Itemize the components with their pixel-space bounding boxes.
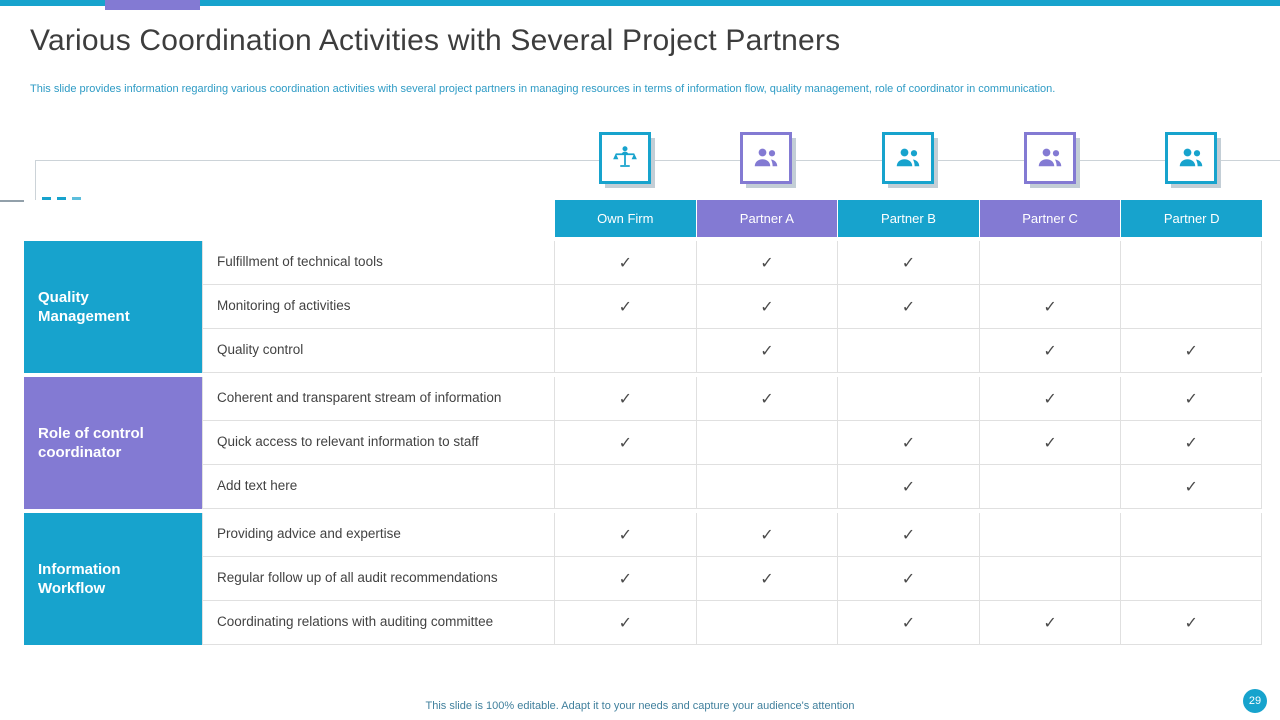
check-cell-empty xyxy=(837,329,979,373)
column-icon-slot xyxy=(696,132,838,184)
check-cell-empty xyxy=(554,329,696,373)
divider-line-vertical xyxy=(35,160,36,238)
check-cell-checked: ✓ xyxy=(1120,601,1262,645)
check-cell-checked: ✓ xyxy=(554,285,696,329)
group-label: Role of control coordinator xyxy=(24,377,202,509)
check-cell-empty xyxy=(1120,513,1262,557)
check-cell-checked: ✓ xyxy=(837,421,979,465)
column-header-own-firm: Own Firm xyxy=(554,200,696,237)
column-icon-slot xyxy=(979,132,1121,184)
check-cell-checked: ✓ xyxy=(837,241,979,285)
row-spacer xyxy=(24,373,1262,377)
check-cell-empty xyxy=(695,601,838,645)
check-cell-checked: ✓ xyxy=(695,285,838,329)
page-number-badge: 29 xyxy=(1243,689,1267,713)
check-cell-checked: ✓ xyxy=(837,465,979,509)
check-cell-checked: ✓ xyxy=(978,285,1121,329)
check-cell-checked: ✓ xyxy=(978,377,1121,421)
activity-cell: Fulfillment of technical tools xyxy=(202,241,554,285)
group-label: Quality Management xyxy=(24,241,202,373)
check-cell-checked: ✓ xyxy=(695,329,838,373)
coordination-activities-table: Own Firm Partner A Partner B Partner C Partn… xyxy=(24,200,1262,645)
divider-line-horizontal xyxy=(35,160,1280,161)
column-icon-slot xyxy=(837,132,979,184)
check-cell-empty xyxy=(695,465,838,509)
activity-cell: Monitoring of activities xyxy=(202,285,554,329)
check-cell-empty xyxy=(978,513,1121,557)
check-cell-empty xyxy=(1120,241,1262,285)
column-header-partner-a: Partner A xyxy=(695,200,838,237)
check-cell-checked: ✓ xyxy=(837,557,979,601)
slide-subtitle: This slide provides information regardin… xyxy=(30,83,1056,95)
check-cell-checked: ✓ xyxy=(695,513,838,557)
check-cell-checked: ✓ xyxy=(695,241,838,285)
header-spacer-group xyxy=(24,200,202,237)
check-cell-checked: ✓ xyxy=(1120,377,1262,421)
check-cell-empty xyxy=(554,465,696,509)
activity-cell: Coherent and transparent stream of infor… xyxy=(202,377,554,421)
group-label: Information Workflow xyxy=(24,513,202,645)
check-cell-checked: ✓ xyxy=(1120,329,1262,373)
column-icon-slot xyxy=(554,132,696,184)
check-cell-empty xyxy=(978,557,1121,601)
check-cell-checked: ✓ xyxy=(554,241,696,285)
check-cell-checked: ✓ xyxy=(978,421,1121,465)
row-spacer xyxy=(24,509,1262,513)
people-icon xyxy=(1023,132,1076,184)
check-cell-empty xyxy=(978,465,1121,509)
check-cell-checked: ✓ xyxy=(978,601,1121,645)
check-cell-checked: ✓ xyxy=(837,285,979,329)
activity-cell: Add text here xyxy=(202,465,554,509)
check-cell-empty xyxy=(1120,557,1262,601)
check-cell-empty xyxy=(978,241,1121,285)
check-cell-checked: ✓ xyxy=(554,557,696,601)
row-spacer xyxy=(24,237,1262,241)
check-cell-checked: ✓ xyxy=(1120,421,1262,465)
top-accent-purple-segment xyxy=(105,0,200,10)
check-cell-checked: ✓ xyxy=(1120,465,1262,509)
check-cell-checked: ✓ xyxy=(554,513,696,557)
activity-cell: Coordinating relations with auditing com… xyxy=(202,601,554,645)
people-icon xyxy=(881,132,934,184)
activity-cell: Quick access to relevant information to … xyxy=(202,421,554,465)
column-header-partner-b: Partner B xyxy=(837,200,979,237)
check-cell-checked: ✓ xyxy=(695,557,838,601)
check-cell-empty xyxy=(695,421,838,465)
check-cell-checked: ✓ xyxy=(554,377,696,421)
check-cell-checked: ✓ xyxy=(695,377,838,421)
person-scale-icon xyxy=(598,132,651,184)
check-cell-empty xyxy=(837,377,979,421)
activity-cell: Quality control xyxy=(202,329,554,373)
check-cell-checked: ✓ xyxy=(554,421,696,465)
page-title: Various Coordination Activities with Sev… xyxy=(30,24,841,57)
activity-cell: Providing advice and expertise xyxy=(202,513,554,557)
header-spacer-activity xyxy=(202,200,554,237)
check-cell-checked: ✓ xyxy=(554,601,696,645)
column-header-partner-d: Partner D xyxy=(1120,200,1262,237)
top-accent-bar xyxy=(0,0,1280,6)
footer-note: This slide is 100% editable. Adapt it to… xyxy=(425,700,855,712)
left-tick-line xyxy=(0,200,27,202)
people-icon xyxy=(1165,132,1218,184)
column-icon-slot xyxy=(1120,132,1262,184)
check-cell-empty xyxy=(1120,285,1262,329)
check-cell-checked: ✓ xyxy=(978,329,1121,373)
check-cell-checked: ✓ xyxy=(837,513,979,557)
column-header-partner-c: Partner C xyxy=(978,200,1121,237)
activity-cell: Regular follow up of all audit recommend… xyxy=(202,557,554,601)
column-icon-row xyxy=(554,132,1262,184)
people-icon xyxy=(740,132,793,184)
check-cell-checked: ✓ xyxy=(837,601,979,645)
